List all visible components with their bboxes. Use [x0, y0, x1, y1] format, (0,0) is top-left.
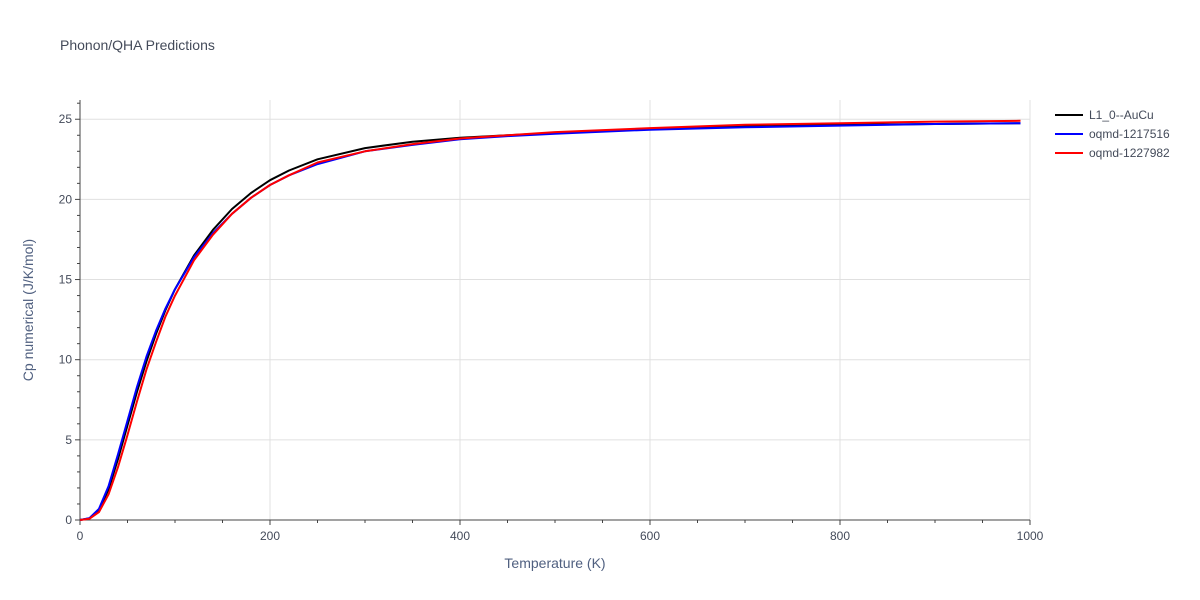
legend[interactable]: L1_0--AuCu oqmd-1217516 oqmd-1227982	[1055, 108, 1170, 160]
grid-lines	[80, 100, 1031, 520]
series-line-oqmd-1227982	[79, 119, 1021, 521]
x-tick-label-3: 600	[640, 529, 660, 543]
y-tick-label-4: 20	[59, 192, 73, 206]
y-tick-label-1: 5	[65, 433, 72, 447]
y-axis-title: Cp numerical (J/K/mol)	[20, 239, 36, 381]
axes	[75, 100, 1031, 525]
tick-labels: 0 200 400 600 800 1000 0 5 10 15 20 25	[59, 112, 1044, 543]
x-tick-label-4: 800	[830, 529, 850, 543]
x-axis-title: Temperature (K)	[504, 555, 605, 571]
legend-item-oqmd-1217516[interactable]: oqmd-1217516	[1055, 127, 1170, 141]
x-tick-label-1: 200	[260, 529, 280, 543]
chart-title: Phonon/QHA Predictions	[60, 37, 215, 53]
y-tick-label-0: 0	[65, 513, 72, 527]
legend-item-oqmd-1227982[interactable]: oqmd-1227982	[1055, 146, 1170, 160]
legend-label: L1_0--AuCu	[1089, 108, 1154, 122]
legend-item-L1_0--AuCu[interactable]: L1_0--AuCu	[1055, 108, 1154, 122]
x-tick-label-5: 1000	[1017, 529, 1044, 543]
legend-label: oqmd-1227982	[1089, 146, 1170, 160]
legend-label: oqmd-1217516	[1089, 127, 1170, 141]
x-tick-label-0: 0	[77, 529, 84, 543]
y-tick-label-3: 15	[59, 273, 73, 287]
plot-area	[79, 119, 1021, 521]
x-tick-label-2: 400	[450, 529, 470, 543]
y-tick-label-5: 25	[59, 112, 73, 126]
y-tick-label-2: 10	[59, 353, 73, 367]
